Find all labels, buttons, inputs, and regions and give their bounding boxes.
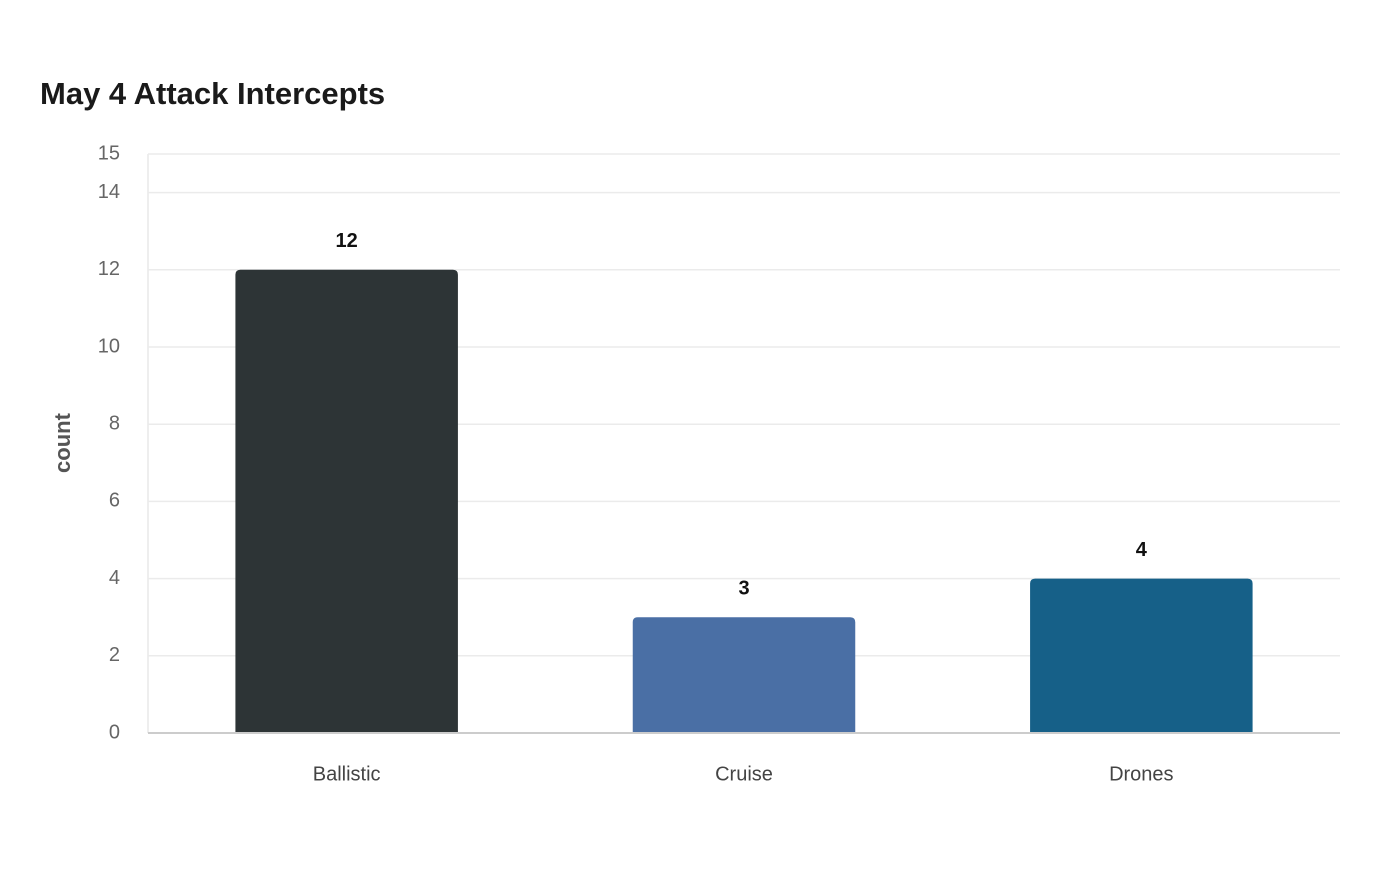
- chart-title: May 4 Attack Intercepts: [40, 76, 385, 111]
- y-tick-label: 14: [98, 181, 120, 203]
- y-axis-label: count: [50, 412, 75, 473]
- value-label: 12: [336, 230, 358, 252]
- y-tick-label: 8: [109, 412, 120, 434]
- y-tick-label: 6: [109, 490, 120, 512]
- value-label: 3: [738, 577, 749, 599]
- x-tick-label: Ballistic: [313, 763, 381, 785]
- y-tick-label: 4: [109, 567, 120, 589]
- x-tick-label: Cruise: [715, 763, 773, 785]
- value-label: 4: [1136, 539, 1148, 561]
- y-tick-label: 2: [109, 644, 120, 666]
- y-tick-label: 10: [98, 335, 120, 357]
- bar: [1030, 578, 1253, 733]
- y-tick-label: 0: [109, 721, 120, 743]
- bar: [632, 617, 856, 733]
- bar: [235, 269, 458, 733]
- y-tick-label: 12: [98, 258, 120, 280]
- x-tick-label: Drones: [1109, 763, 1173, 785]
- y-tick-label: 15: [98, 142, 120, 164]
